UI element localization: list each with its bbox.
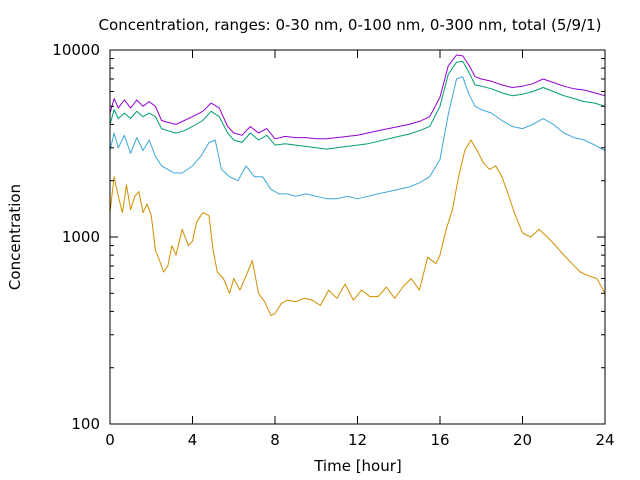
chart-title: Concentration, ranges: 0-30 nm, 0-100 nm… — [99, 16, 602, 34]
x-tick-label: 4 — [188, 431, 198, 449]
y-tick-label: 1000 — [62, 228, 100, 246]
y-tick-label: 10000 — [52, 41, 100, 59]
x-tick-label: 0 — [105, 431, 115, 449]
plot-frame — [109, 49, 606, 425]
x-axis-label: Time [hour] — [313, 457, 402, 475]
x-tick-label: 12 — [348, 431, 367, 449]
x-tick-label: 24 — [595, 431, 614, 449]
x-tick-label: 20 — [513, 431, 532, 449]
y-tick-label: 100 — [71, 415, 100, 433]
series-line-1 — [109, 139, 606, 317]
x-tick-label: 16 — [430, 431, 449, 449]
series-line-3 — [109, 60, 606, 150]
series-layer — [109, 54, 606, 317]
ticks-layer: 0 4 8 12 16 20 24 100 1000 10000 — [52, 41, 614, 449]
series-line-2 — [109, 76, 606, 200]
y-axis-label: Concentration — [6, 184, 24, 290]
series-line-4 — [109, 54, 606, 140]
x-tick-label: 8 — [270, 431, 280, 449]
